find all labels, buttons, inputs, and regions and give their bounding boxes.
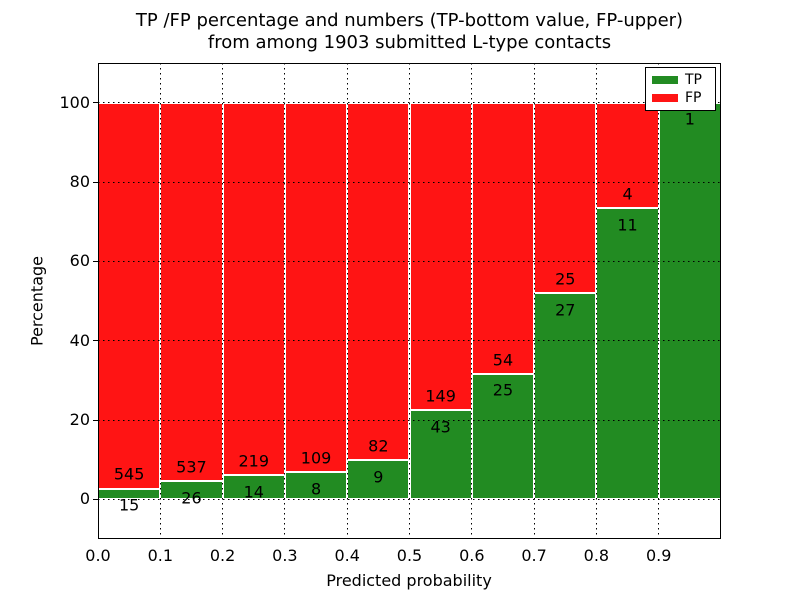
gridline-vertical — [658, 63, 660, 539]
bar-tp-segment — [409, 410, 472, 500]
bar-tp-segment — [222, 475, 285, 500]
tp-count-label: 8 — [310, 479, 322, 499]
tp-count-label: 15 — [118, 495, 140, 515]
x-tick-label: 0.7 — [521, 546, 547, 565]
y-tick-mark — [93, 260, 98, 262]
gridline-vertical — [409, 63, 410, 539]
tp-count-label: 11 — [617, 215, 638, 235]
gridline-vertical — [159, 63, 161, 539]
tp-swatch-icon — [652, 76, 678, 84]
y-tick-mark — [93, 102, 98, 104]
x-tick-label: 0.3 — [272, 546, 298, 565]
fp-count-label: 545 — [113, 464, 145, 484]
legend-label: TP — [685, 72, 702, 88]
y-tick-mark — [93, 419, 98, 421]
fp-count-label: 25 — [555, 269, 576, 289]
fp-count-label: 4 — [622, 184, 633, 204]
bar-tp-segment — [596, 208, 659, 500]
bar-tp-segment — [534, 293, 597, 500]
fp-swatch-icon — [652, 94, 678, 102]
x-tick-label: 0.2 — [209, 546, 236, 565]
chart-title-line1: TP /FP percentage and numbers (TP-bottom… — [135, 10, 684, 31]
chart-title-line2: from among 1903 submitted L-type contact… — [207, 32, 612, 53]
bar-fp-segment — [409, 102, 472, 411]
chart-title: TP /FP percentage and numbers (TP-bottom… — [98, 10, 721, 54]
bar-fp-segment — [222, 102, 285, 476]
legend: TP FP — [645, 67, 716, 111]
bar-fp-segment — [347, 102, 410, 461]
fp-count-label: 54 — [492, 350, 514, 370]
y-tick-label: 80 — [69, 172, 90, 191]
x-tick-label: 0.1 — [147, 546, 174, 565]
tp-count-label: 27 — [555, 300, 576, 320]
bar-fp-segment — [471, 102, 535, 374]
y-tick-label: 100 — [59, 92, 90, 112]
y-tick-label: 20 — [69, 410, 90, 429]
y-tick-label: 60 — [69, 251, 90, 271]
tp-count-label: 9 — [373, 467, 384, 487]
bar-fp-segment — [160, 102, 223, 481]
gridline-vertical — [222, 63, 224, 539]
x-tick-label: 0.5 — [396, 546, 423, 565]
legend-label: FP — [685, 90, 702, 106]
bar-tp-segment — [658, 102, 721, 500]
y-tick-mark — [93, 181, 98, 183]
bar-fp-segment — [98, 102, 161, 489]
fp-count-label: 149 — [425, 386, 456, 406]
fp-count-label: 109 — [300, 448, 332, 468]
fp-count-label: 537 — [176, 457, 207, 477]
gridline-vertical — [346, 63, 348, 539]
bar-tp-segment — [471, 373, 535, 500]
gridline-vertical — [533, 63, 535, 539]
x-tick-label: 0.9 — [645, 546, 672, 565]
tp-count-label: 26 — [181, 488, 202, 508]
bar-fp-segment — [596, 102, 659, 209]
y-tick-label: 40 — [69, 330, 90, 350]
legend-item-fp: FP — [652, 91, 709, 105]
x-tick-label: 0.0 — [85, 546, 111, 565]
fp-count-label: 82 — [368, 436, 389, 456]
gridline-vertical — [595, 63, 597, 539]
bar-tp-segment — [160, 481, 223, 500]
fp-count-label: 219 — [238, 451, 270, 471]
legend-item-tp: TP — [652, 73, 709, 87]
tp-count-label: 25 — [492, 380, 514, 400]
gridline-vertical — [284, 63, 286, 539]
bar-tp-segment — [347, 460, 410, 500]
x-axis-label: Predicted probability — [326, 571, 492, 590]
gridline-vertical — [471, 63, 473, 539]
tp-count-label: 43 — [430, 417, 451, 437]
bar-fp-segment — [284, 102, 348, 473]
tp-count-label: 14 — [243, 482, 264, 502]
y-tick-mark — [93, 498, 98, 500]
x-tick-label: 0.6 — [459, 546, 485, 565]
x-tick-label: 0.8 — [583, 546, 610, 565]
y-tick-label: 0 — [79, 489, 90, 509]
bar-fp-segment — [534, 102, 597, 294]
bar-tp-segment — [284, 472, 348, 500]
x-tick-label: 0.4 — [334, 546, 360, 565]
tp-count-label: 1 — [684, 109, 695, 129]
y-tick-mark — [93, 340, 98, 342]
